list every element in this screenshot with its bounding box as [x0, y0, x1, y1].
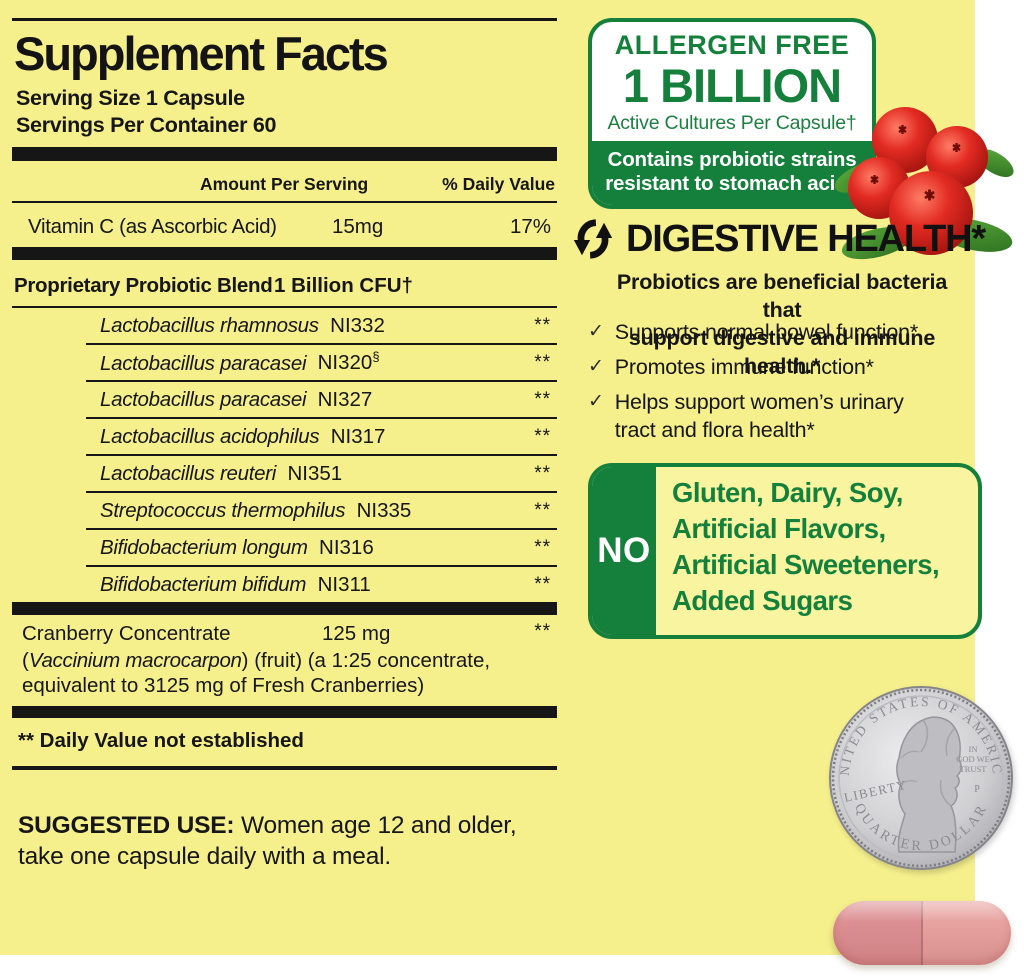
cycle-arrows-icon [573, 219, 613, 259]
strain-row: Lactobacillus paracasei NI320§ ** [86, 345, 557, 382]
coin-motto-line2: GOD WE [956, 754, 990, 764]
strain-row: Bifidobacterium bifidum NI311 ** [86, 567, 557, 602]
vitamin-c-row: Vitamin C (as Ascorbic Acid) 15mg 17% [12, 203, 557, 247]
strain-daily-value: ** [534, 351, 551, 373]
strain-daily-value: ** [534, 573, 551, 595]
check-icon: ✓ [588, 391, 604, 412]
capsule-image [833, 901, 1011, 965]
strain-list: Lactobacillus rhamnosus NI332 ** Lactoba… [86, 308, 557, 602]
coin-mint-mark: P [974, 784, 980, 795]
suggested-use-text: Women age 12 and older, take one capsule… [18, 812, 517, 870]
digestive-health-heading: DIGESTIVE HEALTH* [570, 216, 986, 262]
strain-code: NI311 [317, 572, 371, 596]
strain-species: Lactobacillus rhamnosus [100, 313, 319, 337]
strain-daily-value: ** [534, 499, 551, 521]
strain-daily-value: ** [534, 388, 551, 410]
suggested-use: SUGGESTED USE: Women age 12 and older, t… [18, 810, 518, 872]
strain-species: Lactobacillus acidophilus [100, 424, 320, 448]
no-item: Artificial Flavors, [672, 513, 886, 544]
active-cultures-line: Active Cultures Per Capsule† [607, 112, 857, 134]
strain-daily-value: ** [534, 425, 551, 447]
strain-species: Lactobacillus reuteri [100, 461, 277, 485]
blend-name: Proprietary Probiotic Blend [14, 274, 273, 297]
divider-thick [12, 706, 557, 718]
strain-code: NI317 [330, 424, 386, 448]
strain-daily-value: ** [534, 314, 551, 336]
strain-row: Lactobacillus rhamnosus NI332 ** [86, 308, 557, 345]
benefit-item: ✓ Supports normal bowel function* [588, 320, 919, 344]
digestive-health-title: DIGESTIVE HEALTH* [626, 217, 986, 260]
strain-species: Streptococcus thermophilus [100, 498, 346, 522]
cranberries-image [835, 107, 1014, 260]
strain-code: NI327 [317, 387, 373, 411]
strain-row: Streptococcus thermophilus NI335 ** [86, 493, 557, 530]
no-ingredients-box: NO Gluten, Dairy, Soy, Artificial Flavor… [588, 463, 982, 639]
strain-row: Lactobacillus reuteri NI351 ** [86, 456, 557, 493]
blend-amount: 1 Billion CFU† [274, 274, 413, 297]
digestive-intro: Probiotics are beneficial bacteria that … [616, 270, 948, 378]
divider-thick [12, 602, 557, 615]
coin-motto-line1: IN [969, 744, 978, 754]
ingredient-detail-line: (Vaccinium macrocarpon) (fruit) (a 1:25 … [22, 649, 491, 672]
strain-species: Bifidobacterium longum [100, 535, 308, 559]
column-header-amount: Amount Per Serving [200, 174, 369, 194]
benefit-item: ✓ Promotes immune function* [588, 355, 874, 379]
no-item: Added Sugars [672, 585, 853, 616]
billion-count: 1 BILLION [622, 59, 842, 112]
daily-value-footnote: ** Daily Value not established [18, 729, 304, 752]
divider-thick [12, 247, 557, 260]
strain-code: NI316 [319, 535, 374, 559]
strain-species: Lactobacillus paracasei [100, 387, 307, 411]
no-label: NO [592, 467, 656, 635]
nutrient-amount: 15mg [332, 215, 384, 238]
strain-species: Lactobacillus paracasei [100, 351, 307, 375]
divider-thin [12, 201, 557, 203]
no-item: Gluten, Dairy, Soy, [672, 477, 903, 508]
strain-daily-value: ** [534, 462, 551, 484]
coin-motto-line3: TRUST [960, 764, 988, 774]
divider-medium [12, 766, 557, 770]
nutrient-daily-value: 17% [509, 215, 551, 238]
nutrient-name: Vitamin C (as Ascorbic Acid) [28, 215, 277, 238]
panel-title: Supplement Facts [14, 27, 389, 80]
strain-code: NI335 [356, 498, 412, 522]
strain-code: NI351 [287, 461, 343, 485]
strain-row: Lactobacillus acidophilus NI317 ** [86, 419, 557, 456]
strain-footnote-mark: § [372, 349, 380, 365]
allergen-free-badge: ALLERGEN FREE 1 BILLION Active Cultures … [588, 18, 876, 209]
ingredient-detail-line: equivalent to 3125 mg of Fresh Cranberri… [22, 674, 425, 697]
column-header-daily-value: % Daily Value [442, 174, 555, 194]
column-header-row: Amount Per Serving % Daily Value [12, 161, 557, 201]
strain-species: Bifidobacterium bifidum [100, 572, 307, 596]
ingredient-name: Cranberry Concentrate [22, 622, 231, 645]
check-icon: ✓ [588, 356, 604, 377]
strain-code: NI332 [330, 313, 385, 337]
benefit-item: ✓ Helps support women’s urinary tract an… [588, 390, 904, 442]
benefit-list: ✓ Supports normal bowel function* ✓ Prom… [588, 318, 960, 451]
ingredient-amount: 125 mg [322, 622, 391, 645]
servings-per-container: Servings Per Container 60 [16, 113, 277, 137]
strain-code: NI320§ [317, 349, 380, 375]
allergen-free-heading: ALLERGEN FREE [614, 30, 850, 60]
cranberry-row: Cranberry Concentrate 125 mg ** (Vaccini… [12, 615, 557, 706]
ingredient-daily-value: ** [534, 621, 551, 642]
serving-size: Serving Size 1 Capsule [16, 86, 245, 110]
divider-thick [12, 147, 557, 161]
quarter-coin-image: UNITED STATES OF AMERICA QUARTER DOLLAR … [827, 680, 1013, 870]
strain-row: Bifidobacterium longum NI316 ** [86, 530, 557, 567]
stomach-acid-band: Contains probiotic strains resistant to … [592, 141, 872, 205]
top-rule [12, 18, 557, 21]
strain-row: Lactobacillus paracasei NI327 ** [86, 382, 557, 419]
suggested-use-label: SUGGESTED USE: [18, 812, 235, 839]
check-icon: ✓ [588, 321, 604, 342]
probiotic-blend-header: Proprietary Probiotic Blend 1 Billion CF… [12, 260, 557, 308]
supplement-facts-panel: Supplement Facts Serving Size 1 Capsule … [12, 18, 557, 872]
strain-daily-value: ** [534, 536, 551, 558]
no-items-list: Gluten, Dairy, Soy, Artificial Flavors, … [656, 467, 945, 635]
no-item: Artificial Sweeteners, [672, 549, 940, 580]
